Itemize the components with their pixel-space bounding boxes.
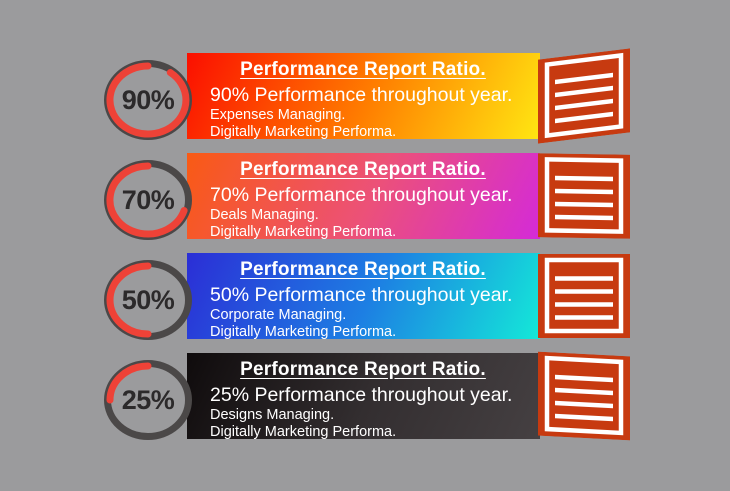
banner-title: Performance Report Ratio.	[240, 259, 486, 280]
percent-label: 50%	[121, 284, 175, 315]
progress-ring-svg	[104, 60, 192, 140]
percent-label: 25%	[121, 384, 175, 415]
progress-ring-svg	[104, 360, 192, 440]
performance-row: Performance Report Ratio. 50% Performanc…	[0, 253, 730, 353]
banner-detail-1: Designs Managing.	[210, 407, 335, 423]
progress-ring-svg	[104, 260, 192, 340]
performance-row: Performance Report Ratio. 90% Performanc…	[0, 48, 730, 153]
progress-ring: 50%	[100, 255, 196, 345]
progress-ring: 70%	[100, 155, 196, 245]
banner-title: Performance Report Ratio.	[240, 159, 486, 180]
progress-arc	[106, 62, 190, 138]
performance-row: Performance Report Ratio. 25% Performanc…	[0, 351, 730, 453]
document-lines-icon	[538, 153, 630, 239]
banner-detail-1: Deals Managing.	[210, 207, 319, 223]
progress-arc	[106, 262, 152, 338]
banner-subtitle: 70% Performance throughout year.	[210, 184, 513, 206]
progress-arc	[106, 162, 188, 238]
banner-subtitle: 90% Performance throughout year.	[210, 84, 513, 106]
percent-label: 70%	[121, 184, 175, 215]
banner-subtitle: 25% Performance throughout year.	[210, 384, 513, 406]
banner: Performance Report Ratio. 90% Performanc…	[187, 53, 540, 140]
banner-detail-2: Digitally Marketing Performa.	[210, 123, 397, 140]
percent-label: 90%	[121, 84, 175, 115]
document-lines-icon	[538, 254, 630, 338]
performance-row: Performance Report Ratio. 70% Performanc…	[0, 153, 730, 253]
banner-detail-2: Digitally Marketing Performa.	[210, 423, 397, 440]
banner-detail-1: Corporate Managing.	[210, 307, 347, 323]
document-lines-icon	[538, 351, 630, 441]
banner-title: Performance Report Ratio.	[240, 59, 486, 80]
progress-arc	[106, 362, 152, 404]
progress-ring: 25%	[100, 355, 196, 445]
banner-title: Performance Report Ratio.	[240, 359, 486, 380]
banner: Performance Report Ratio. 25% Performanc…	[187, 353, 540, 440]
progress-ring: 90%	[100, 55, 196, 145]
document-lines-icon	[538, 48, 630, 144]
progress-ring-svg	[104, 160, 192, 240]
banner-detail-2: Digitally Marketing Performa.	[210, 323, 397, 340]
banner-detail-2: Digitally Marketing Performa.	[210, 223, 397, 240]
banner: Performance Report Ratio. 50% Performanc…	[187, 253, 540, 340]
banner-detail-1: Expenses Managing.	[210, 107, 346, 123]
banner: Performance Report Ratio. 70% Performanc…	[187, 153, 540, 240]
banner-subtitle: 50% Performance throughout year.	[210, 284, 513, 306]
